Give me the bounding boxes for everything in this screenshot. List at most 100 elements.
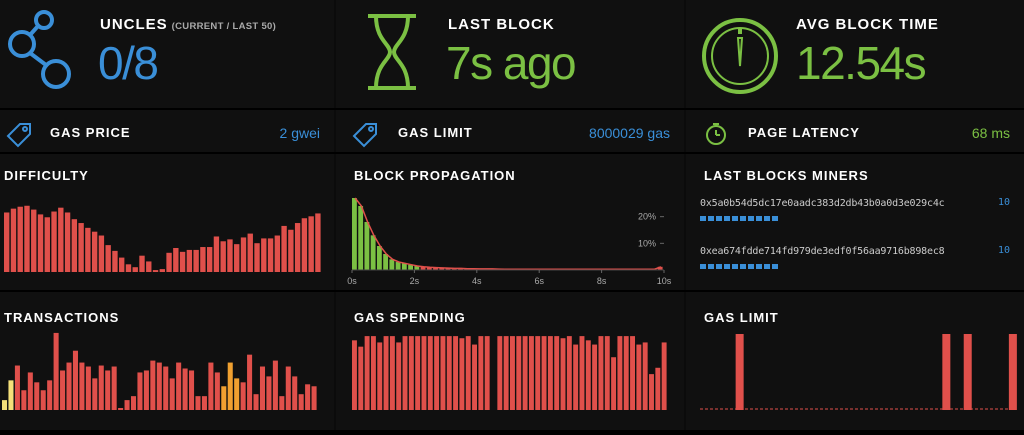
- miner-block-indicator: [756, 264, 762, 269]
- miner-row: 0xea674fdde714fd979de3edf0f56aa9716b898e…: [686, 242, 1024, 290]
- uncles-graph-icon: [8, 10, 71, 89]
- block-propagation-chart: 0s 2s 4s 6s 8s 10s 20% 10%: [347, 197, 672, 286]
- propagation-bar: [395, 262, 401, 270]
- gas-spending-bar: [554, 336, 560, 410]
- gas-spending-bar: [535, 336, 541, 410]
- gas-spending-bar: [630, 336, 635, 410]
- avg-block-time-stat: AVG BLOCK TIME 12.54s: [686, 0, 1024, 108]
- propagation-bar: [352, 198, 357, 270]
- difficulty-bar: [281, 225, 287, 272]
- transactions-bar: [163, 366, 169, 410]
- gas-limit-bar: [1008, 334, 1017, 410]
- propagation-bar: [458, 268, 463, 270]
- miner-block-indicator: [764, 216, 770, 221]
- gas-spending-bar: [472, 344, 477, 410]
- gas-spending-bar: [402, 336, 408, 410]
- propagation-x-tick-label: 2s: [410, 276, 420, 286]
- transactions-bar: [47, 380, 53, 410]
- gas-spending-bar: [370, 336, 376, 410]
- propagation-y-tick-label: 20%: [638, 212, 656, 222]
- difficulty-bar: [51, 211, 57, 272]
- difficulty-bar: [24, 205, 30, 272]
- difficulty-bar: [37, 214, 44, 272]
- transactions-bar: [221, 386, 227, 410]
- gas-limit-bar: [735, 334, 744, 410]
- propagation-bar: [376, 246, 382, 270]
- transactions-bar: [92, 378, 98, 410]
- miner-address[interactable]: 0x5a0b54d5dc17e0aadc383d2db43b0a0d3e029c…: [700, 198, 945, 209]
- transactions-bar: [253, 394, 259, 410]
- tag-icon: [6, 123, 31, 148]
- difficulty-bar: [10, 208, 17, 272]
- difficulty-bar: [173, 248, 179, 272]
- gas-limit-bar: [942, 334, 951, 410]
- miner-block-indicator: [748, 264, 754, 269]
- transactions-bar: [40, 390, 46, 410]
- transactions-bar: [118, 408, 124, 410]
- miner-block-indicator: [740, 264, 746, 269]
- uncles-stat: UNCLES (CURRENT / LAST 50) 0/8: [0, 0, 334, 108]
- grid-line: [0, 430, 1024, 435]
- transactions-panel: TRANSACTIONS: [0, 292, 334, 430]
- transactions-bar: [169, 378, 175, 410]
- transactions-bar: [247, 354, 253, 410]
- transactions-bar: [259, 366, 266, 410]
- gas-limit-bar: [963, 334, 972, 410]
- gas-spending-bar: [585, 340, 591, 410]
- difficulty-bar: [294, 223, 301, 272]
- gas-spending-bar: [516, 336, 522, 410]
- avg-block-time-title: AVG BLOCK TIME: [796, 16, 939, 33]
- difficulty-bar: [261, 238, 267, 272]
- difficulty-bar: [152, 270, 159, 272]
- gas-spending-bar: [415, 336, 421, 410]
- gas-spending-bar: [566, 336, 572, 410]
- difficulty-bar: [179, 251, 186, 272]
- propagation-bar: [445, 268, 451, 270]
- difficulty-bar: [17, 206, 23, 272]
- miner-block-indicator: [724, 264, 730, 269]
- transactions-bar: [124, 400, 130, 410]
- propagation-bar: [433, 267, 438, 270]
- propagation-x-tick-label: 4s: [472, 276, 482, 286]
- difficulty-bar: [44, 217, 50, 272]
- propagation-bar: [451, 268, 457, 270]
- gas-spending-bar: [528, 336, 534, 410]
- gas-limit-value: 8000029 gas: [589, 125, 670, 141]
- miner-block-indicator: [756, 216, 762, 221]
- gas-spending-bar: [522, 336, 528, 410]
- gas-spending-bar: [598, 336, 604, 410]
- transactions-bar: [79, 362, 85, 410]
- difficulty-bar: [139, 255, 145, 272]
- difficulty-bar: [220, 241, 226, 272]
- gas-limit-panel: GAS LIMIT: [686, 292, 1024, 430]
- page-latency-value: 68 ms: [971, 125, 1010, 141]
- last-blocks-miners-panel: LAST BLOCKS MINERS 0x5a0b54d5dc17e0aadc3…: [686, 154, 1024, 290]
- transactions-bar: [311, 386, 317, 410]
- propagation-bar: [426, 267, 432, 270]
- difficulty-bar: [288, 229, 294, 272]
- transactions-bar: [21, 390, 27, 410]
- gas-spending-bar: [579, 336, 585, 410]
- miner-block-count: 10: [998, 197, 1011, 208]
- propagation-x-tick-label: 6s: [534, 276, 544, 286]
- avg-block-time-value: 12.54s: [796, 37, 927, 89]
- propagation-x-tick-label: 8s: [597, 276, 607, 286]
- difficulty-bar: [227, 239, 233, 272]
- transactions-bar: [27, 372, 33, 410]
- last-blocks-miners-title: LAST BLOCKS MINERS: [704, 168, 869, 183]
- transactions-title: TRANSACTIONS: [4, 310, 120, 325]
- difficulty-bar: [119, 257, 125, 272]
- miner-block-indicator: [708, 264, 714, 269]
- transactions-bar: [298, 394, 304, 410]
- gas-spending-title: GAS SPENDING: [354, 310, 466, 325]
- last-block-value: 7s ago: [446, 37, 577, 89]
- propagation-bar: [439, 267, 445, 270]
- difficulty-bar: [206, 247, 213, 272]
- gas-spending-bar: [661, 342, 667, 410]
- gas-spending-bar: [377, 342, 383, 410]
- difficulty-bar: [31, 209, 37, 272]
- uncles-value: 0/8: [98, 37, 159, 89]
- difficulty-bar: [4, 212, 10, 272]
- miner-address[interactable]: 0xea674fdde714fd979de3edf0f56aa9716b898e…: [700, 246, 945, 257]
- gas-spending-panel: GAS SPENDING: [336, 292, 684, 430]
